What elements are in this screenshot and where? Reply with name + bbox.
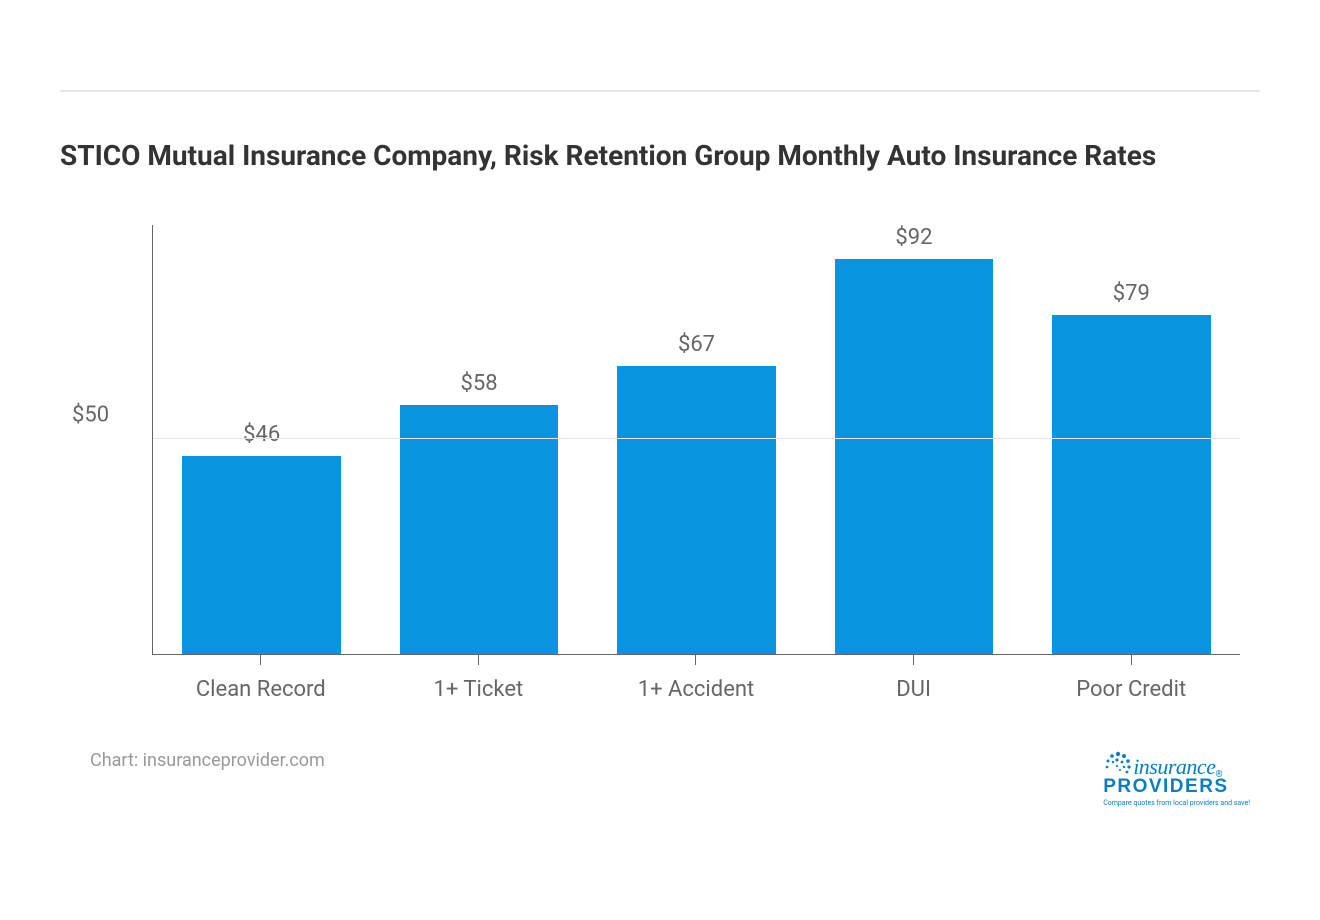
logo-word-providers: PROVIDERS bbox=[1103, 776, 1250, 798]
bar-slot: $67 bbox=[588, 225, 805, 654]
x-axis-category-label: Poor Credit bbox=[1022, 677, 1240, 702]
bar: $79 bbox=[1052, 315, 1211, 654]
x-axis-category-label: 1+ Accident bbox=[587, 677, 805, 702]
bar-slot: $79 bbox=[1023, 225, 1240, 654]
chart-source: Chart: insuranceprovider.com bbox=[90, 750, 325, 771]
x-tick-mark bbox=[695, 655, 696, 665]
x-tick-mark bbox=[260, 655, 261, 665]
top-divider bbox=[60, 90, 1260, 92]
bar-slot: $58 bbox=[370, 225, 587, 654]
x-tick bbox=[152, 655, 370, 665]
plot-region: $46 $58 $67 $92 $79 bbox=[152, 225, 1240, 655]
x-axis-category-label: DUI bbox=[805, 677, 1023, 702]
x-ticks bbox=[152, 655, 1240, 665]
bar-slot: $46 bbox=[153, 225, 370, 654]
bar-value-label: $92 bbox=[895, 225, 932, 250]
x-axis-category-label: Clean Record bbox=[152, 677, 370, 702]
bars-group: $46 $58 $67 $92 $79 bbox=[153, 225, 1240, 654]
bar-slot: $92 bbox=[805, 225, 1022, 654]
bar: $58 bbox=[400, 405, 559, 654]
bar: $92 bbox=[835, 259, 994, 654]
chart-footer: Chart: insuranceprovider.com bbox=[90, 750, 1260, 807]
bar-value-label: $58 bbox=[461, 371, 498, 396]
x-tick bbox=[370, 655, 588, 665]
bar-value-label: $46 bbox=[243, 422, 280, 447]
x-axis-category-label: 1+ Ticket bbox=[370, 677, 588, 702]
x-tick-mark bbox=[913, 655, 914, 665]
x-tick-mark bbox=[478, 655, 479, 665]
bar-value-label: $67 bbox=[678, 332, 715, 357]
bar-value-label: $79 bbox=[1113, 281, 1150, 306]
y-axis-tick-label: $50 bbox=[72, 402, 109, 427]
chart-area: $46$58$67$92$79 $50 bbox=[90, 225, 1240, 655]
x-tick-mark bbox=[1131, 655, 1132, 665]
gridline bbox=[153, 438, 1240, 439]
logo-tagline: Compare quotes from local providers and … bbox=[1103, 799, 1250, 807]
bar: $67 bbox=[617, 366, 776, 653]
x-axis-labels: Clean Record1+ Ticket1+ AccidentDUIPoor … bbox=[152, 677, 1240, 702]
x-tick bbox=[805, 655, 1023, 665]
chart-title: STICO Mutual Insurance Company, Risk Ret… bbox=[60, 137, 1160, 175]
x-tick bbox=[1022, 655, 1240, 665]
chart-container: STICO Mutual Insurance Company, Risk Ret… bbox=[0, 0, 1320, 847]
brand-logo: insurance ® PROVIDERS Compare quotes fro… bbox=[1103, 750, 1250, 807]
x-tick bbox=[587, 655, 805, 665]
bar: $46 bbox=[182, 456, 341, 653]
